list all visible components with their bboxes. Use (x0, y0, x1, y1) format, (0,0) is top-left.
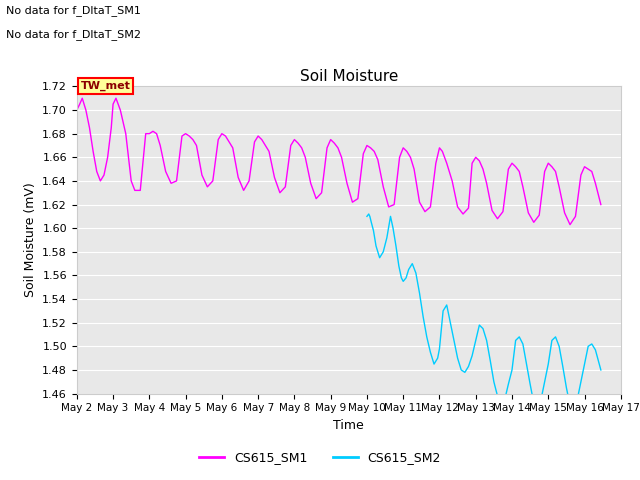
CS615_SM2 (534, 408, 541, 414)
CS615_SM2 (566, 403, 574, 408)
Y-axis label: Soil Moisture (mV): Soil Moisture (mV) (24, 182, 36, 298)
CS615_SM2 (597, 367, 605, 373)
Text: No data for f_DltaT_SM1: No data for f_DltaT_SM1 (6, 5, 141, 16)
Title: Soil Moisture: Soil Moisture (300, 69, 398, 84)
CS615_SM2 (426, 349, 434, 355)
CS615_SM1 (488, 207, 496, 213)
CS615_SM2 (389, 225, 397, 231)
CS615_SM2 (363, 214, 371, 219)
Legend: CS615_SM1, CS615_SM2: CS615_SM1, CS615_SM2 (194, 446, 446, 469)
CS615_SM1 (363, 143, 371, 148)
CS615_SM2 (408, 261, 416, 266)
Text: TW_met: TW_met (81, 81, 131, 91)
Line: CS615_SM1: CS615_SM1 (77, 98, 601, 225)
CS615_SM1 (566, 222, 574, 228)
CS615_SM2 (486, 358, 494, 363)
Line: CS615_SM2: CS615_SM2 (367, 214, 601, 411)
CS615_SM1 (588, 168, 596, 174)
Text: No data for f_DltaT_SM2: No data for f_DltaT_SM2 (6, 29, 141, 40)
CS615_SM1 (178, 133, 186, 139)
CS615_SM1 (436, 145, 444, 151)
CS615_SM2 (454, 355, 461, 361)
CS615_SM1 (78, 96, 86, 101)
CS615_SM1 (597, 202, 605, 207)
CS615_SM1 (73, 107, 81, 113)
X-axis label: Time: Time (333, 419, 364, 432)
CS615_SM2 (365, 211, 372, 217)
CS615_SM1 (209, 178, 216, 184)
